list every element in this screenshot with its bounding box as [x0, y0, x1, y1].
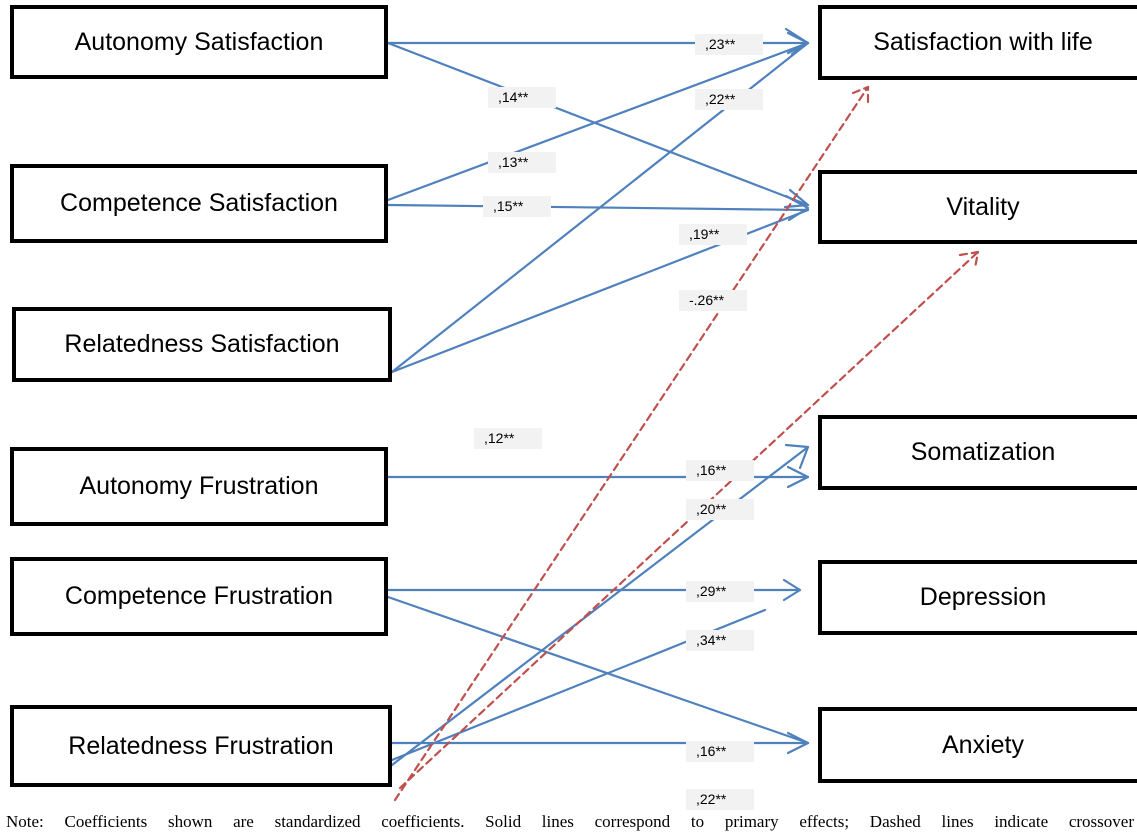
coefficient-label: ,13** — [488, 152, 556, 173]
path-competence-sat-to-life — [386, 41, 810, 202]
autonomy-frustration-box: Autonomy Frustration — [10, 447, 388, 526]
arrowhead-dashed-vitality — [958, 250, 980, 270]
coefficient-label: ,12** — [474, 428, 542, 449]
solid-paths — [386, 27, 810, 767]
arrowhead-somatization-a — [786, 465, 810, 489]
path-competence-sat-to-vitality — [386, 203, 810, 212]
arrowhead-dashed-life — [851, 85, 870, 105]
coefficient-label: ,16** — [686, 741, 754, 762]
depression-box: Depression — [818, 560, 1137, 635]
coefficient-label: ,22** — [686, 789, 754, 810]
coefficient-label: ,20** — [686, 499, 754, 520]
coefficient-label: ,15** — [483, 196, 551, 217]
dashed-paths — [393, 85, 980, 802]
path-relatedness-frus-to-somatization — [390, 445, 810, 767]
relatedness-frustration-box: Relatedness Frustration — [10, 705, 392, 787]
path-autonomy-sat-to-vitality — [386, 41, 810, 207]
satisfaction-with-life-box: Satisfaction with life — [818, 5, 1137, 80]
arrowhead-life-b — [784, 27, 810, 56]
anxiety-box: Anxiety — [818, 707, 1137, 783]
coefficient-label: ,22** — [695, 89, 763, 110]
arrowhead-somatization-b — [784, 443, 810, 470]
coefficient-label: ,19** — [679, 224, 747, 245]
arrowhead-depression — [782, 578, 802, 602]
vitality-box: Vitality — [818, 170, 1137, 244]
figure-note: Note: Coefficients shown are standardize… — [6, 812, 1134, 831]
coefficient-label: ,16** — [686, 460, 754, 481]
coefficient-label: -.26** — [679, 290, 747, 311]
somatization-box: Somatization — [818, 415, 1137, 490]
autonomy-satisfaction-box: Autonomy Satisfaction — [10, 5, 388, 79]
coefficient-label: ,23** — [695, 34, 763, 55]
coefficient-label: ,29** — [686, 581, 754, 602]
coefficient-label: ,34** — [686, 630, 754, 651]
path-dashed-to-vitality — [398, 250, 980, 790]
arrowhead-anxiety — [786, 731, 810, 755]
relatedness-satisfaction-box: Relatedness Satisfaction — [12, 307, 392, 382]
competence-satisfaction-box: Competence Satisfaction — [10, 164, 388, 243]
path-competence-frus-to-anxiety — [386, 595, 810, 745]
competence-frustration-box: Competence Frustration — [10, 557, 388, 636]
coefficient-label: ,14** — [488, 87, 556, 108]
path-dashed-to-life — [393, 85, 870, 802]
